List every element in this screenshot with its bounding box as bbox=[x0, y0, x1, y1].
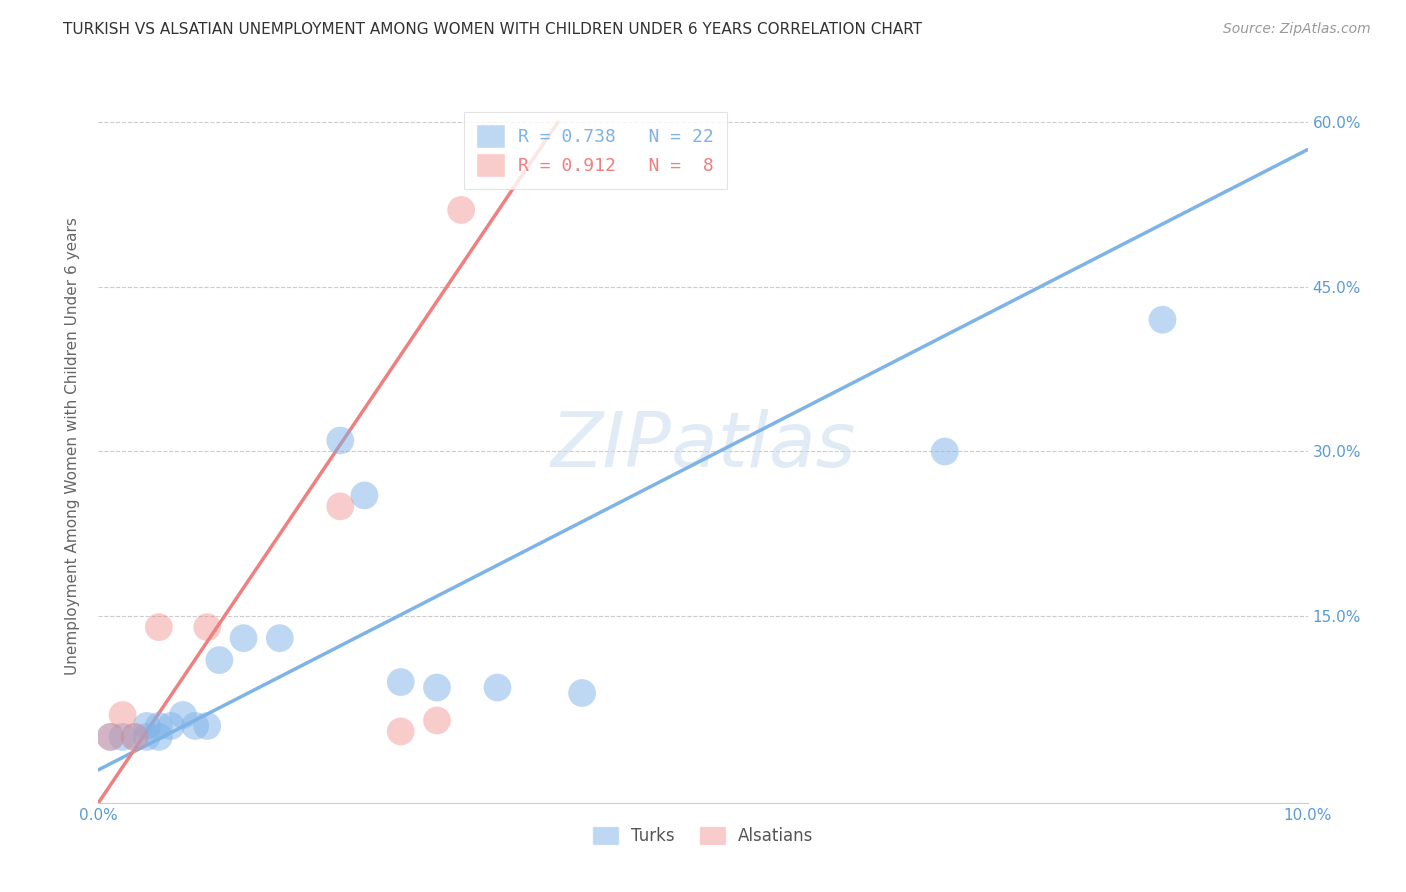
Point bbox=[148, 719, 170, 733]
Point bbox=[195, 719, 218, 733]
Point bbox=[232, 631, 254, 645]
Text: ZIPatlas: ZIPatlas bbox=[550, 409, 856, 483]
Point bbox=[135, 719, 157, 733]
Point bbox=[172, 708, 194, 723]
Point bbox=[450, 202, 472, 217]
Point bbox=[208, 653, 231, 667]
Point bbox=[329, 434, 352, 448]
Point bbox=[571, 686, 593, 700]
Point bbox=[426, 681, 449, 695]
Point bbox=[389, 675, 412, 690]
Point bbox=[1152, 312, 1174, 326]
Point bbox=[160, 719, 183, 733]
Point bbox=[195, 620, 218, 634]
Point bbox=[135, 730, 157, 744]
Point bbox=[111, 708, 134, 723]
Point bbox=[426, 714, 449, 728]
Text: TURKISH VS ALSATIAN UNEMPLOYMENT AMONG WOMEN WITH CHILDREN UNDER 6 YEARS CORRELA: TURKISH VS ALSATIAN UNEMPLOYMENT AMONG W… bbox=[63, 22, 922, 37]
Point bbox=[329, 500, 352, 514]
Point bbox=[353, 488, 375, 502]
Point bbox=[100, 730, 122, 744]
Point bbox=[148, 620, 170, 634]
Point bbox=[124, 730, 146, 744]
Point bbox=[111, 730, 134, 744]
Point bbox=[148, 730, 170, 744]
Point bbox=[486, 681, 509, 695]
Point bbox=[269, 631, 291, 645]
Text: Source: ZipAtlas.com: Source: ZipAtlas.com bbox=[1223, 22, 1371, 37]
Point bbox=[124, 730, 146, 744]
Point bbox=[184, 719, 207, 733]
Point bbox=[934, 444, 956, 458]
Point bbox=[389, 724, 412, 739]
Legend: Turks, Alsatians: Turks, Alsatians bbox=[586, 820, 820, 852]
Point bbox=[100, 730, 122, 744]
Y-axis label: Unemployment Among Women with Children Under 6 years: Unemployment Among Women with Children U… bbox=[65, 217, 80, 675]
